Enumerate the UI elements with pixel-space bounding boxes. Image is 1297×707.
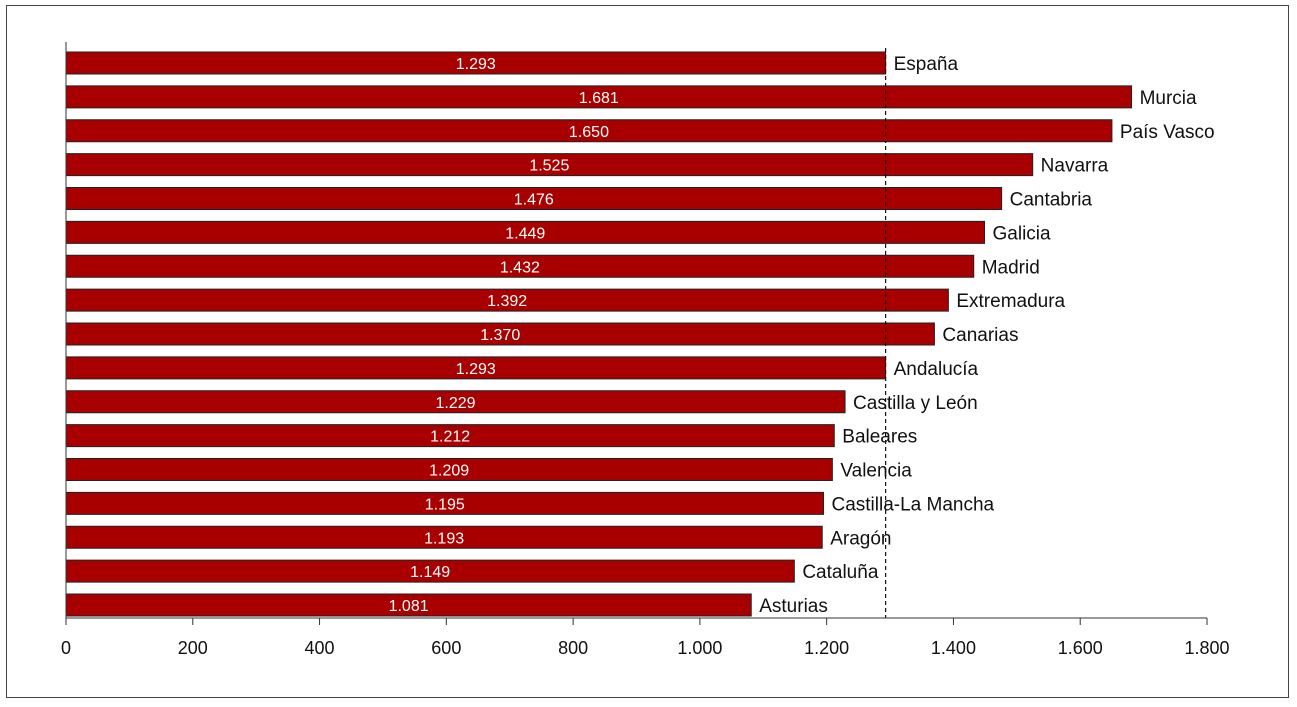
bar-value-label: 1.212 (430, 429, 470, 446)
bar-value-label: 1.293 (456, 361, 496, 378)
x-tick-label: 1.400 (931, 638, 976, 658)
x-tick-label: 1.800 (1184, 638, 1229, 658)
category-label: España (894, 54, 959, 75)
category-label: Galicia (993, 223, 1052, 244)
bar-value-label: 1.525 (529, 158, 569, 175)
bar-value-label: 1.370 (480, 327, 520, 344)
bar-value-label: 1.449 (505, 225, 545, 242)
bar-value-label: 1.392 (487, 293, 527, 310)
x-tick-label: 1.600 (1058, 638, 1103, 658)
chart-frame (6, 5, 1289, 698)
bar-value-label: 1.293 (456, 56, 496, 73)
category-label: Murcia (1140, 88, 1197, 109)
x-tick-label: 600 (431, 638, 461, 658)
bar-value-label: 1.229 (436, 395, 476, 412)
bar-value-label: 1.650 (569, 124, 609, 141)
category-label: Castilla y León (853, 393, 978, 414)
category-label: Madrid (982, 257, 1040, 278)
category-label: Canarias (942, 325, 1018, 346)
category-label: Baleares (842, 427, 917, 448)
category-label: Andalucía (894, 359, 979, 380)
category-label: Navarra (1041, 156, 1109, 177)
x-tick-label: 400 (305, 638, 335, 658)
bar-value-label: 1.195 (425, 496, 465, 513)
bar-value-label: 1.476 (514, 192, 554, 209)
category-label: País Vasco (1120, 122, 1215, 143)
x-tick-label: 0 (61, 638, 71, 658)
bar-value-label: 1.081 (389, 598, 429, 615)
category-label: Castilla-La Mancha (831, 494, 994, 515)
category-label: Cataluña (802, 562, 878, 583)
axes-group: 0 200 400 600 800 1.000 1.200 1.400 1.600 1.800 (61, 42, 1230, 658)
x-tick-label: 1.000 (677, 638, 722, 658)
bar-value-label: 1.681 (579, 90, 619, 107)
bars-group: 1.293 España 1.681 Murcia 1.650 País Vasco 1.5… (65, 51, 1215, 617)
category-label: Asturias (759, 596, 828, 617)
bar-value-label: 1.149 (410, 564, 450, 581)
bar-value-label: 1.193 (424, 530, 464, 547)
bar-value-label: 1.432 (500, 259, 540, 276)
x-tick-label: 1.200 (804, 638, 849, 658)
category-label: Extremadura (956, 291, 1065, 312)
category-label: Cantabria (1010, 190, 1093, 211)
x-tick-label: 800 (558, 638, 588, 658)
bar-value-label: 1.209 (429, 463, 469, 480)
category-label: Valencia (840, 461, 912, 482)
category-label: Aragón (830, 528, 891, 549)
x-tick-label: 200 (178, 638, 208, 658)
